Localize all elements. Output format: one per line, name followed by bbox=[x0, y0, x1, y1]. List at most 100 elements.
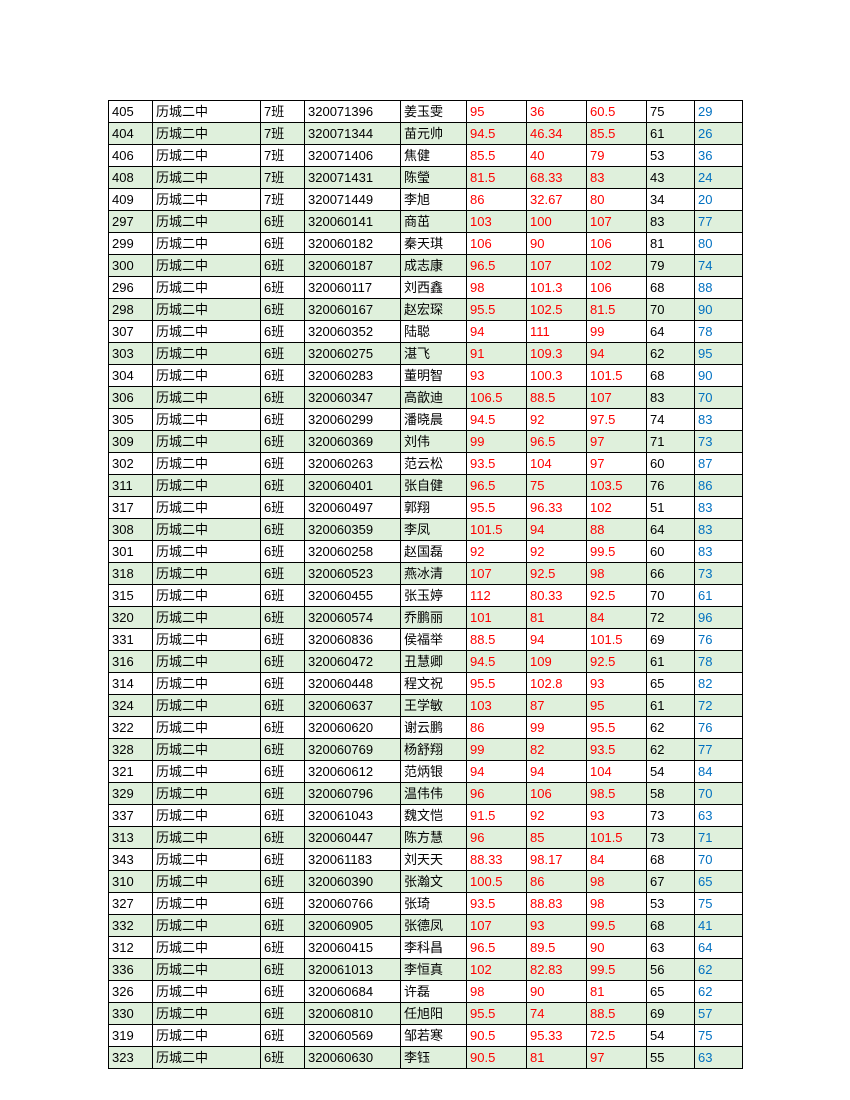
cell-s2: 100 bbox=[527, 211, 587, 233]
cell-s4: 61 bbox=[647, 651, 695, 673]
cell-no: 320071406 bbox=[305, 145, 401, 167]
cell-s1: 99 bbox=[467, 431, 527, 453]
table-row: 406历城二中7班320071406焦健85.540795336 bbox=[109, 145, 743, 167]
cell-s3: 107 bbox=[587, 387, 647, 409]
cell-id: 321 bbox=[109, 761, 153, 783]
cell-id: 297 bbox=[109, 211, 153, 233]
cell-class: 6班 bbox=[261, 1047, 305, 1069]
cell-name: 湛飞 bbox=[401, 343, 467, 365]
cell-s2: 89.5 bbox=[527, 937, 587, 959]
cell-no: 320060455 bbox=[305, 585, 401, 607]
cell-id: 302 bbox=[109, 453, 153, 475]
cell-s1: 81.5 bbox=[467, 167, 527, 189]
cell-school: 历城二中 bbox=[153, 519, 261, 541]
table-row: 404历城二中7班320071344苗元帅94.546.3485.56126 bbox=[109, 123, 743, 145]
cell-s3: 107 bbox=[587, 211, 647, 233]
cell-s5: 70 bbox=[695, 387, 743, 409]
cell-s3: 98 bbox=[587, 871, 647, 893]
cell-class: 6班 bbox=[261, 1025, 305, 1047]
cell-no: 320060472 bbox=[305, 651, 401, 673]
cell-s5: 88 bbox=[695, 277, 743, 299]
cell-s1: 96.5 bbox=[467, 937, 527, 959]
cell-s3: 92.5 bbox=[587, 585, 647, 607]
cell-school: 历城二中 bbox=[153, 255, 261, 277]
cell-s5: 26 bbox=[695, 123, 743, 145]
cell-id: 305 bbox=[109, 409, 153, 431]
cell-class: 6班 bbox=[261, 585, 305, 607]
cell-s2: 107 bbox=[527, 255, 587, 277]
cell-id: 300 bbox=[109, 255, 153, 277]
cell-s3: 101.5 bbox=[587, 365, 647, 387]
cell-s3: 97 bbox=[587, 1047, 647, 1069]
cell-no: 320060497 bbox=[305, 497, 401, 519]
table-row: 316历城二中6班320060472丑慧卿94.510992.56178 bbox=[109, 651, 743, 673]
cell-school: 历城二中 bbox=[153, 915, 261, 937]
cell-s3: 97 bbox=[587, 431, 647, 453]
cell-s5: 96 bbox=[695, 607, 743, 629]
table-row: 331历城二中6班320060836侯福举88.594101.56976 bbox=[109, 629, 743, 651]
cell-id: 298 bbox=[109, 299, 153, 321]
cell-s4: 62 bbox=[647, 343, 695, 365]
cell-s4: 43 bbox=[647, 167, 695, 189]
cell-s2: 98.17 bbox=[527, 849, 587, 871]
cell-s4: 51 bbox=[647, 497, 695, 519]
cell-s4: 69 bbox=[647, 629, 695, 651]
cell-school: 历城二中 bbox=[153, 497, 261, 519]
cell-s2: 90 bbox=[527, 981, 587, 1003]
cell-s2: 102.8 bbox=[527, 673, 587, 695]
cell-s3: 99.5 bbox=[587, 915, 647, 937]
cell-class: 6班 bbox=[261, 343, 305, 365]
cell-s3: 85.5 bbox=[587, 123, 647, 145]
table-row: 296历城二中6班320060117刘西鑫98101.31066888 bbox=[109, 277, 743, 299]
cell-s3: 106 bbox=[587, 233, 647, 255]
cell-s5: 78 bbox=[695, 651, 743, 673]
cell-id: 322 bbox=[109, 717, 153, 739]
cell-s1: 96 bbox=[467, 827, 527, 849]
cell-s1: 98 bbox=[467, 981, 527, 1003]
cell-class: 6班 bbox=[261, 717, 305, 739]
cell-s5: 83 bbox=[695, 519, 743, 541]
cell-s3: 104 bbox=[587, 761, 647, 783]
cell-no: 320060523 bbox=[305, 563, 401, 585]
cell-school: 历城二中 bbox=[153, 739, 261, 761]
cell-name: 刘西鑫 bbox=[401, 277, 467, 299]
cell-school: 历城二中 bbox=[153, 409, 261, 431]
cell-s2: 86 bbox=[527, 871, 587, 893]
cell-s2: 92.5 bbox=[527, 563, 587, 585]
cell-s4: 61 bbox=[647, 123, 695, 145]
cell-name: 潘晓晨 bbox=[401, 409, 467, 431]
cell-s5: 70 bbox=[695, 783, 743, 805]
cell-no: 320060569 bbox=[305, 1025, 401, 1047]
cell-s1: 99 bbox=[467, 739, 527, 761]
cell-name: 董明智 bbox=[401, 365, 467, 387]
cell-s3: 95.5 bbox=[587, 717, 647, 739]
cell-school: 历城二中 bbox=[153, 387, 261, 409]
page-container: 405历城二中7班320071396姜玉雯953660.57529404历城二中… bbox=[0, 0, 850, 1100]
cell-s4: 65 bbox=[647, 981, 695, 1003]
cell-s2: 81 bbox=[527, 607, 587, 629]
cell-s1: 101.5 bbox=[467, 519, 527, 541]
cell-s5: 83 bbox=[695, 409, 743, 431]
cell-school: 历城二中 bbox=[153, 123, 261, 145]
cell-no: 320060299 bbox=[305, 409, 401, 431]
cell-id: 323 bbox=[109, 1047, 153, 1069]
cell-id: 329 bbox=[109, 783, 153, 805]
cell-name: 范云松 bbox=[401, 453, 467, 475]
cell-no: 320060637 bbox=[305, 695, 401, 717]
cell-s3: 88.5 bbox=[587, 1003, 647, 1025]
table-row: 317历城二中6班320060497郭翔95.596.331025183 bbox=[109, 497, 743, 519]
cell-no: 320060447 bbox=[305, 827, 401, 849]
cell-s1: 88.33 bbox=[467, 849, 527, 871]
cell-class: 6班 bbox=[261, 211, 305, 233]
cell-school: 历城二中 bbox=[153, 893, 261, 915]
cell-s4: 73 bbox=[647, 827, 695, 849]
cell-no: 320060359 bbox=[305, 519, 401, 541]
cell-s3: 98.5 bbox=[587, 783, 647, 805]
cell-name: 商茁 bbox=[401, 211, 467, 233]
cell-s4: 73 bbox=[647, 805, 695, 827]
cell-name: 程文祝 bbox=[401, 673, 467, 695]
cell-s2: 82.83 bbox=[527, 959, 587, 981]
score-table: 405历城二中7班320071396姜玉雯953660.57529404历城二中… bbox=[108, 100, 743, 1069]
cell-s1: 85.5 bbox=[467, 145, 527, 167]
cell-s1: 102 bbox=[467, 959, 527, 981]
